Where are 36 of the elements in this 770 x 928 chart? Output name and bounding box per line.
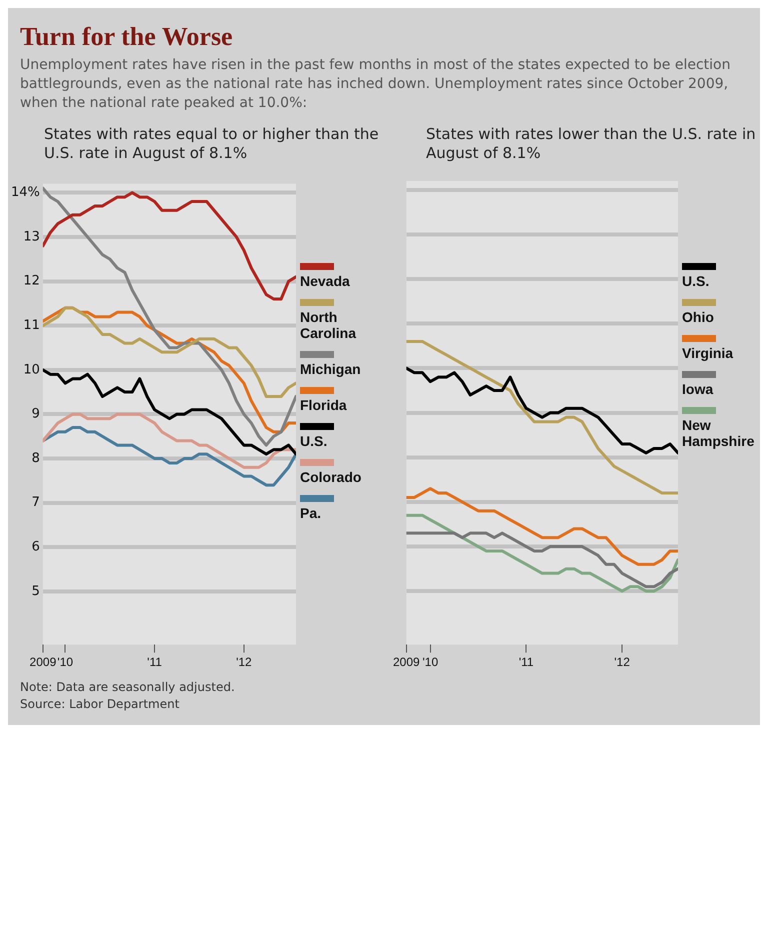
legend-label: Michigan xyxy=(300,361,361,377)
x-tick-label: '10 xyxy=(422,655,438,670)
legend-label: New Hampshire xyxy=(682,417,754,449)
legend-label: Iowa xyxy=(682,381,714,397)
y-tick-label: 11 xyxy=(23,318,40,333)
legend-label: Nevada xyxy=(300,273,350,289)
y-tick-label: 5 xyxy=(32,584,40,599)
legend-label: U.S. xyxy=(300,433,328,449)
y-tick-label: 13 xyxy=(23,229,40,244)
legend-label: North Carolina xyxy=(300,309,356,341)
chart-title: Turn for the Worse xyxy=(19,22,234,52)
text: Note: Data are seasonally adjusted. xyxy=(20,679,236,696)
legend-label: Pa. xyxy=(300,505,322,521)
legend-label: Virginia xyxy=(682,345,734,361)
legend-label: Colorado xyxy=(300,469,362,485)
y-tick-label: 10 xyxy=(23,362,40,378)
legend-label: U.S. xyxy=(682,273,710,289)
text: Unemployment rates have risen in the past few months in most of the states expected to be election battlegrounds, even as the national rate has inched down. Unemployment rates since October 2009, when the national rate peaked at 10.0%: xyxy=(19,56,732,113)
chart-subtitle: States with rates equal to or higher than the U.S. rate in August of 8.1% xyxy=(43,125,380,164)
y-tick-label: 9 xyxy=(32,406,40,422)
y-tick-label: 12 xyxy=(23,274,40,289)
x-tick-label: '12 xyxy=(236,655,252,670)
chart-subtitle: States with rates lower than the U.S. rate in August of 8.1% xyxy=(425,125,757,164)
y-tick-label: 14% xyxy=(10,185,40,200)
y-tick-label: 6 xyxy=(32,540,40,554)
x-tick-label: '10 xyxy=(57,655,74,670)
x-tick-label: '12 xyxy=(614,655,630,670)
x-tick-label: '11 xyxy=(147,655,162,670)
x-tick-label: 2009 xyxy=(30,655,57,670)
y-tick-label: 8 xyxy=(32,450,40,466)
legend-label: Ohio xyxy=(682,309,714,325)
source-note: Source: Labor Department xyxy=(20,696,180,713)
x-tick-label: 2009 xyxy=(392,655,420,670)
y-tick-label: 7 xyxy=(32,495,40,510)
legend-label: Florida xyxy=(300,397,347,413)
x-tick-label: '11 xyxy=(518,655,534,670)
